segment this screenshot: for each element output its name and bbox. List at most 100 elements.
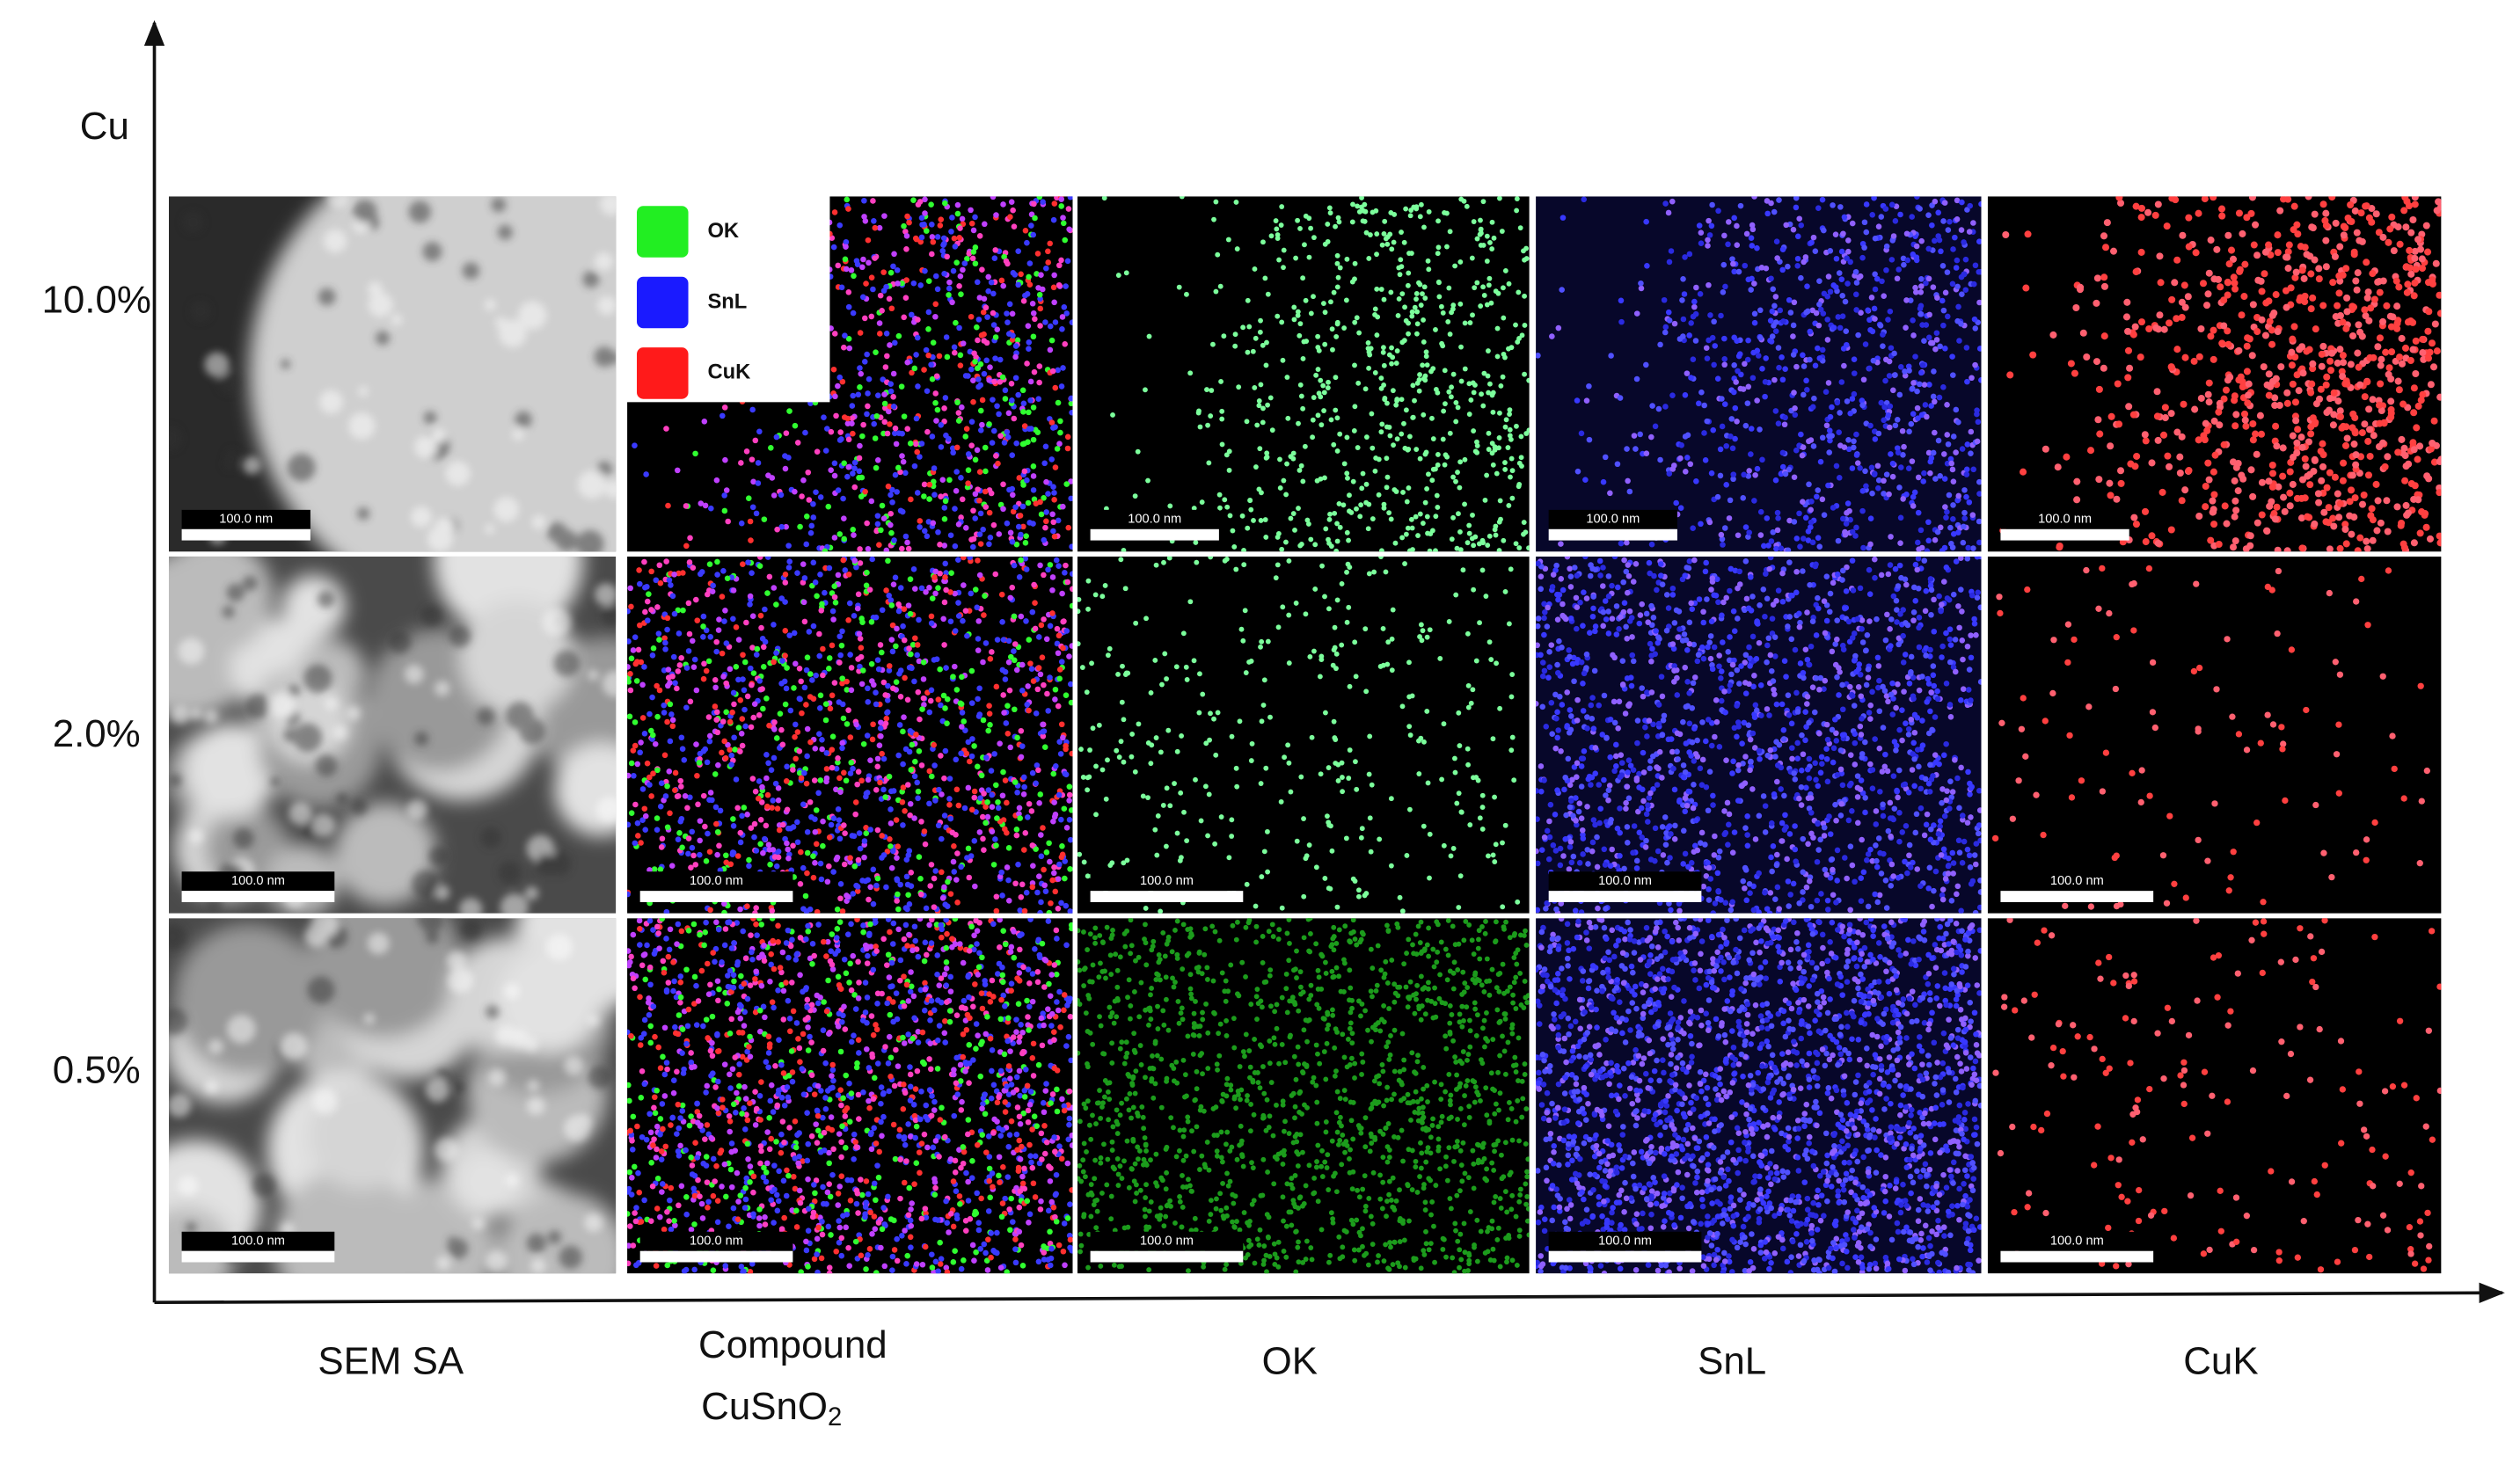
map-dot [946,435,952,442]
map-dot [1355,203,1361,209]
map-dot [2385,370,2392,378]
map-dot [1963,471,1970,477]
map-dot [1781,421,1788,428]
map-dot [2107,412,2115,420]
grain [597,295,617,316]
map-dot [731,734,737,741]
map-dot [1932,346,1939,353]
map-dot [1069,602,1073,609]
map-dot [1384,400,1390,406]
map-dot [1070,586,1073,593]
map-dot [1940,307,1947,314]
map-dot [737,697,744,703]
map-dot [857,636,864,642]
map-dot [654,604,661,610]
map-dot [1841,362,1847,369]
map-dot [945,878,951,885]
map-dot [881,419,888,426]
map-dot [1055,281,1063,288]
map-dot [1020,790,1027,798]
map-dot [696,760,703,766]
map-dot [2410,539,2418,547]
map-dot [1897,540,1903,546]
map-dot [858,777,865,784]
map-dot [1055,399,1062,406]
map-dot [1069,750,1073,757]
map-dot [1785,263,1791,270]
map-dot [2326,545,2334,552]
map-dot [785,565,793,571]
map-dot [834,906,841,913]
map-dot [1264,339,1269,346]
map-dot [932,390,939,397]
map-dot [926,709,933,716]
map-dot [1004,433,1012,441]
map-dot [1849,220,1856,227]
map-dot [895,891,901,898]
map-dot [1290,455,1297,462]
map-dot [1745,276,1752,283]
map-dot [924,228,930,234]
map-dot [1625,477,1631,484]
map-dot [803,780,810,787]
panel-image [1077,196,1530,552]
map-dot [2249,492,2257,500]
map-dot [1711,318,1717,325]
map-dot [980,813,986,820]
map-dot [777,710,784,717]
map-dot [1798,274,1804,281]
map-dot [988,768,995,774]
map-dot [1005,877,1012,884]
map-dot [698,569,705,575]
map-dot [1391,442,1396,448]
map-dot [1949,353,1955,360]
map-dot [1801,535,1807,542]
map-dot [751,820,758,827]
map-dot [2243,368,2251,375]
map-dot [2232,506,2240,514]
map-dot [2351,207,2359,215]
map-dot [857,384,863,390]
map-dot [2396,240,2404,248]
map-dot [1009,584,1016,591]
map-dot [941,405,947,412]
map-dot [1407,213,1413,219]
map-dot [851,863,858,870]
map-dot [2205,398,2213,406]
map-dot [1143,387,1148,393]
map-dot [1320,382,1326,389]
map-dot [1975,419,1982,426]
map-dot [983,339,990,346]
map-dot [2362,202,2370,210]
map-dot [2308,380,2316,388]
map-dot [667,738,674,745]
map-dot [859,264,866,271]
map-dot [1583,397,1590,404]
map-dot [917,238,924,245]
map-dot [1331,289,1337,295]
map-dot [805,469,812,476]
grain [449,625,471,648]
map-dot [757,612,764,619]
map-dot [856,468,863,475]
map-dot [1037,791,1044,798]
map-dot [834,854,841,861]
map-dot [1618,318,1625,325]
map-dot [1945,441,1952,448]
map-dot [1725,219,1732,225]
map-dot [719,412,726,419]
map-dot [1049,610,1055,616]
map-dot [890,788,897,794]
map-dot [2314,490,2322,498]
map-dot [1961,515,1968,521]
map-dot [763,696,770,702]
map-dot [1453,399,1459,405]
map-dot [894,625,900,632]
map-dot [1821,512,1828,518]
map-dot [808,813,814,820]
map-dot [1825,380,1832,386]
map-dot [664,718,670,725]
map-dot [1452,263,1458,269]
map-dot [1012,641,1019,647]
map-dot [947,891,954,897]
